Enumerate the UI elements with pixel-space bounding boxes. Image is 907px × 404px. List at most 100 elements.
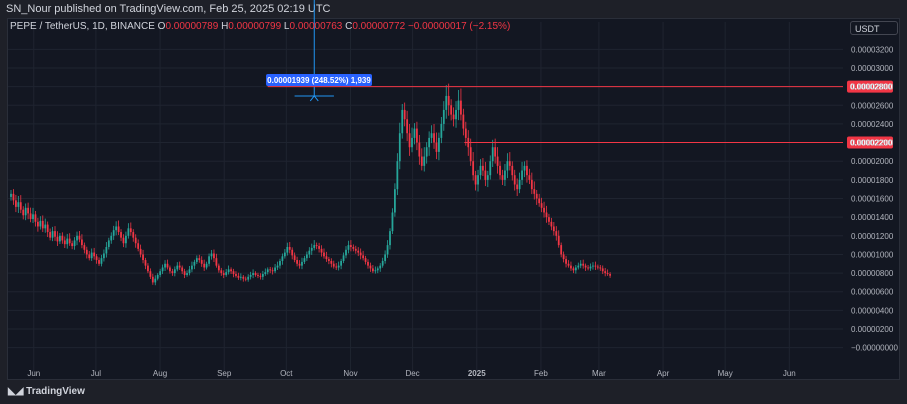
candle-body [347,245,350,250]
candle-body [100,258,103,264]
candle-body [523,165,526,171]
legend-h-label: H [221,21,229,32]
candle-body [540,203,543,208]
candle-body [205,263,208,268]
currency-button[interactable]: USDT [850,21,898,35]
candle-body [552,226,555,232]
price-tick-label: 0.00001600 [851,195,894,204]
candle-body [425,147,428,157]
candle-body [200,260,203,264]
candle-body [310,247,313,251]
candle-body [147,265,149,272]
candle-body [191,265,193,270]
candle-body [137,243,140,249]
candle-body [63,240,66,245]
candle-body [376,268,379,271]
candle-body [10,193,12,197]
candle-body [264,272,267,275]
candle-body [41,220,44,229]
candle-body [450,105,453,115]
candle-body [323,252,325,257]
candle-body [125,235,127,244]
candle-body [413,128,416,138]
candle-body [391,212,394,232]
candle-body [61,235,64,241]
candle-body [110,235,113,241]
candle-body [560,245,563,255]
candle-body [342,255,345,261]
candle-body [269,269,272,271]
candle-body [139,248,142,255]
candle-body [332,263,335,267]
legend-high: 0.00000799 [228,21,282,32]
candle-body [166,263,169,268]
candle-body [318,246,320,249]
candle-body [308,250,311,255]
time-tick-label: Feb [534,369,548,378]
candle-body [288,246,291,250]
price-tick-label: 0.00003000 [851,64,894,73]
candle-body [249,274,252,277]
price-tick-label: 0.00002000 [851,157,894,166]
time-tick-label: Mar [592,369,606,378]
candle-body [433,133,435,143]
price-axis: 0.00003200 0.00003000 0.00002800 0.00002600… [851,45,898,352]
legend-open: 0.00000789 [165,21,219,32]
candle-body [357,250,360,253]
candle-body [528,175,531,180]
candle-body [557,235,560,246]
time-tick-label: Jul [91,369,101,378]
footer-bar: ◣◢ TradingView [0,380,907,404]
candle-body [93,252,96,257]
candle-body [418,142,421,157]
candle-body [257,274,259,276]
candle-body [164,263,166,268]
candle-body [49,232,52,238]
candle-body [535,193,538,199]
candle-body [115,226,118,231]
candle-body [594,265,597,267]
candle-body [599,267,602,269]
legend-c-label: C [345,21,353,32]
candle-body [587,267,589,269]
candle-body [386,245,389,255]
candle-body [19,202,22,210]
candle-body [609,274,611,276]
candle-body [36,221,39,227]
measure-arrow-head-icon [309,95,319,102]
candle-body [401,109,404,134]
candle-body [230,269,232,272]
candle-body [73,240,76,247]
candle-body [550,221,553,227]
candle-body [491,147,494,162]
candle-body [88,254,91,259]
candle-body [574,267,577,271]
grid-lines [8,22,843,372]
candle-body [548,217,550,222]
candle-body [518,179,521,190]
candle-body [132,232,135,238]
candle-body [379,265,382,269]
candle-body [259,275,262,277]
legend-o-label: O [157,21,166,32]
candle-body [156,274,159,279]
price-tick-label: 0.00000600 [851,288,894,297]
candle-body [474,175,477,185]
level-price-label-text: 0.00002200 [850,139,893,148]
price-tick-label: 0.00000800 [851,269,894,278]
candle-body [76,235,78,241]
candle-body [582,263,585,266]
legend-change: −0.00000017 (−2.15%) [407,21,511,32]
candle-body [325,256,328,260]
candle-body [12,193,15,201]
candle-body [340,260,343,266]
candle-body [398,133,401,162]
tradingview-logo[interactable]: ◣◢ TradingView [8,380,85,404]
candle-body [169,267,171,272]
price-tick-label: 0.00001000 [851,250,894,259]
candle-body [416,128,418,143]
candle-body [171,271,174,274]
candle-body [298,263,301,266]
candle-body [247,276,250,280]
